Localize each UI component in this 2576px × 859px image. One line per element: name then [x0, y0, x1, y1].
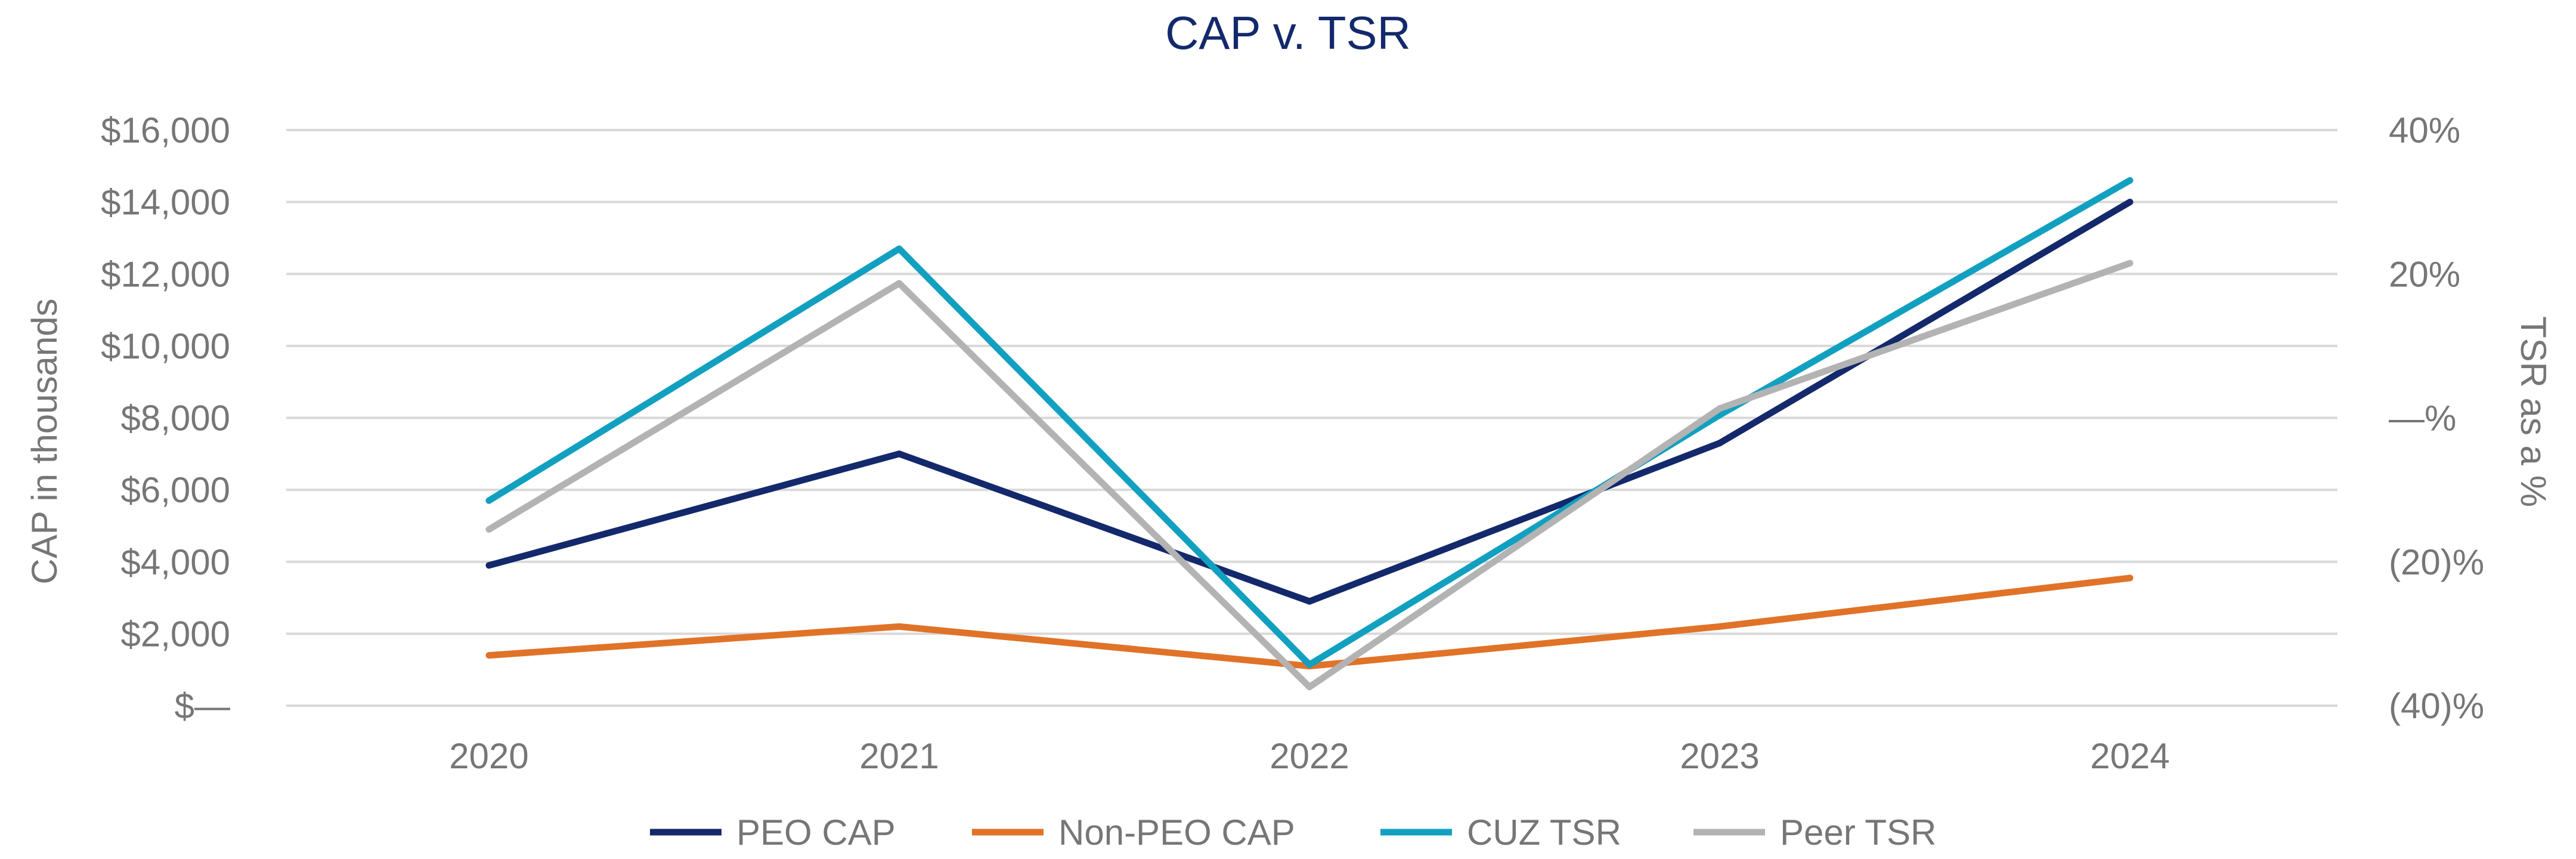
right-axis-label: TSR as a % — [2513, 316, 2553, 507]
left-tick-label: $6,000 — [120, 470, 230, 510]
left-axis-ticks: $— $2,000 $4,000 $6,000 $8,000 $10,000 $12,000… — [101, 110, 230, 726]
series-line-peo-cap — [488, 199, 2132, 605]
data-point-peo-cap — [2126, 199, 2134, 206]
right-axis-ticks: (40)% (20)% —% 20% 40% — [2389, 110, 2484, 726]
left-tick-label: $12,000 — [101, 254, 230, 294]
left-tick-label: $14,000 — [101, 183, 230, 223]
right-tick-label: (40)% — [2389, 686, 2484, 726]
data-point-non-peo-cap — [896, 623, 903, 630]
legend-label: PEO CAP — [736, 812, 896, 852]
data-point-non-peo-cap — [485, 652, 493, 659]
legend-label: Non-PEO CAP — [1058, 812, 1295, 852]
series-line-non-peo-cap — [488, 574, 2131, 670]
data-point-cuz-tsr — [485, 497, 493, 504]
left-tick-label: $8,000 — [120, 398, 230, 438]
data-point-non-peo-cap — [2126, 574, 2134, 582]
x-tick-label: 2021 — [859, 736, 939, 776]
data-point-peer-tsr — [2126, 259, 2134, 267]
data-point-cuz-tsr — [1306, 661, 1313, 668]
x-tick-label: 2022 — [1270, 736, 1349, 776]
data-point-cuz-tsr — [2126, 177, 2134, 184]
series-line-cuz-tsr — [487, 177, 2132, 668]
left-axis-label: CAP in thousands — [24, 298, 64, 584]
left-tick-label: $10,000 — [101, 326, 230, 366]
left-tick-label: $16,000 — [101, 110, 230, 150]
data-point-peer-tsr — [1306, 684, 1313, 691]
x-tick-label: 2020 — [449, 736, 528, 776]
legend: PEO CAP Non-PEO CAP CUZ TSR Peer TSR — [650, 812, 1936, 852]
right-tick-label: 20% — [2389, 254, 2460, 294]
data-point-cuz-tsr — [896, 245, 903, 252]
data-point-peo-cap — [1306, 598, 1313, 605]
left-tick-label: $4,000 — [120, 542, 230, 582]
right-tick-label: 40% — [2389, 110, 2460, 150]
gridlines — [286, 129, 2337, 707]
data-point-peer-tsr — [485, 526, 493, 533]
chart-title: CAP v. TSR — [1165, 7, 1411, 59]
data-point-peo-cap — [896, 450, 903, 458]
series-line-peer-tsr — [487, 260, 2131, 691]
left-tick-label: $— — [175, 686, 230, 726]
series-lines — [485, 177, 2134, 691]
legend-label: CUZ TSR — [1467, 812, 1621, 852]
data-point-peer-tsr — [896, 280, 903, 287]
data-point-peo-cap — [485, 562, 493, 569]
legend-label: Peer TSR — [1780, 812, 1936, 852]
data-point-non-peo-cap — [1716, 623, 1723, 630]
x-tick-label: 2024 — [2090, 736, 2169, 776]
right-tick-label: (20)% — [2389, 542, 2484, 582]
x-axis-ticks: 2020 2021 2022 2023 2024 — [449, 736, 2169, 776]
right-tick-label: —% — [2389, 398, 2456, 438]
data-point-peo-cap — [1716, 440, 1723, 447]
x-tick-label: 2023 — [1680, 736, 1759, 776]
data-point-peer-tsr — [1716, 405, 1723, 412]
left-tick-label: $2,000 — [120, 614, 230, 654]
